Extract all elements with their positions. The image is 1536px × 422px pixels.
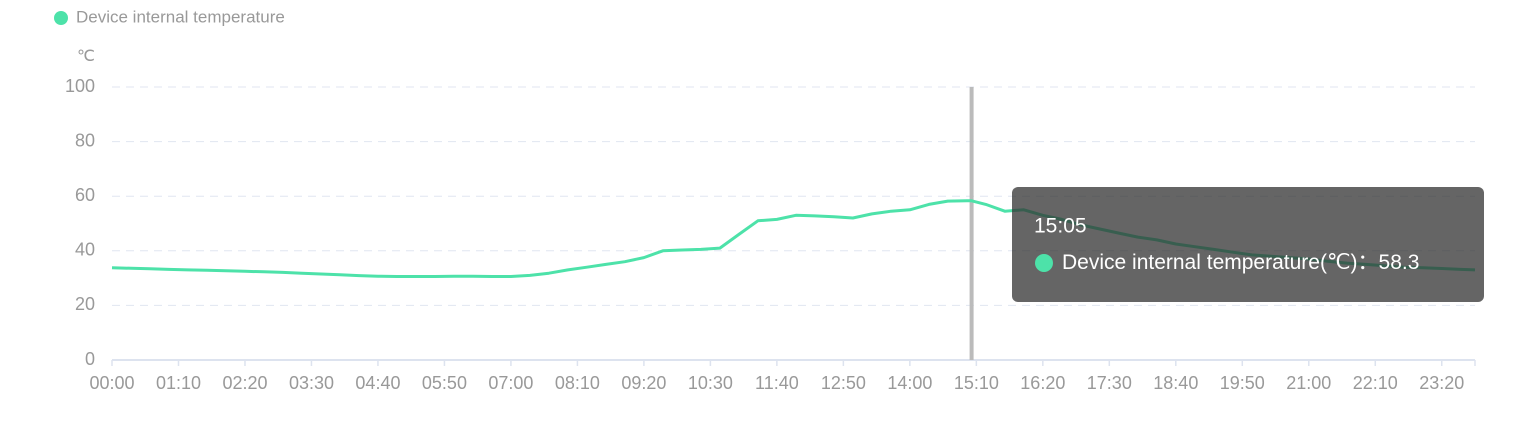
tooltip-label: Device internal temperature(℃)：	[1062, 251, 1379, 274]
y-axis-unit: ℃	[77, 48, 95, 65]
x-tick-label: 21:00	[1286, 373, 1331, 393]
y-tick-label: 80	[75, 130, 95, 150]
x-tick-label: 23:20	[1419, 373, 1464, 393]
y-tick-label: 100	[65, 76, 95, 96]
tooltip: 15:05 Device internal temperature(℃)：58.3	[1012, 187, 1484, 302]
x-tick-label: 03:30	[289, 373, 334, 393]
x-tick-label: 22:10	[1353, 373, 1398, 393]
x-tick-label: 12:50	[821, 373, 866, 393]
x-tick-label: 10:30	[688, 373, 733, 393]
tooltip-text: Device internal temperature(℃)：58.3	[1062, 251, 1419, 274]
x-tick-label: 15:10	[954, 373, 999, 393]
x-tick-label: 02:20	[222, 373, 267, 393]
x-tick-label: 08:10	[555, 373, 600, 393]
y-tick-label: 40	[75, 240, 95, 260]
x-tick-label: 19:50	[1220, 373, 1265, 393]
x-tick-label: 11:40	[755, 373, 799, 393]
tooltip-box	[1012, 187, 1484, 302]
legend-label[interactable]: Device internal temperature	[76, 7, 285, 26]
x-tick-label: 16:20	[1020, 373, 1065, 393]
y-tick-label: 20	[75, 294, 95, 314]
x-tick-label: 04:40	[355, 373, 400, 393]
x-tick-label: 09:20	[621, 373, 666, 393]
y-tick-label: 60	[75, 185, 95, 205]
x-tick-label: 17:30	[1087, 373, 1132, 393]
x-tick-label: 01:10	[156, 373, 201, 393]
x-tick-label: 00:00	[89, 373, 134, 393]
tooltip-value: 58.3	[1379, 251, 1420, 274]
x-tick-label: 07:00	[488, 373, 533, 393]
x-tick-label: 14:00	[887, 373, 932, 393]
legend-swatch[interactable]	[54, 11, 68, 25]
tooltip-title: 15:05	[1034, 215, 1087, 238]
x-tick-label: 18:40	[1153, 373, 1198, 393]
y-tick-label: 0	[85, 349, 95, 369]
tooltip-swatch	[1035, 254, 1053, 272]
x-tick-label: 05:50	[422, 373, 467, 393]
